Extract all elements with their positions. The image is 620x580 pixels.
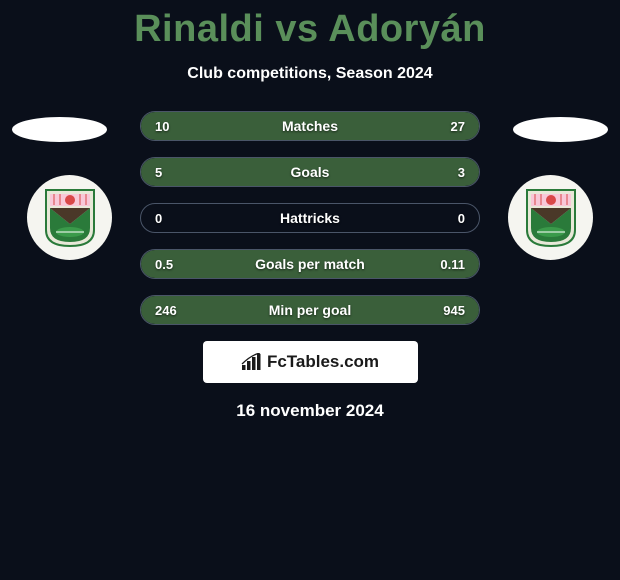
stat-label: Goals per match: [141, 250, 479, 278]
player-right-club-badge: [508, 175, 593, 260]
source-logo-text: FcTables.com: [267, 352, 379, 372]
stat-label: Min per goal: [141, 296, 479, 324]
club-shield-icon: [525, 188, 577, 248]
club-shield-icon: [44, 188, 96, 248]
comparison-subtitle: Club competitions, Season 2024: [0, 65, 620, 83]
stat-label: Goals: [141, 158, 479, 186]
stat-row: 00Hattricks: [140, 203, 480, 233]
player-right-flag: [513, 117, 608, 142]
stat-row: 0.50.11Goals per match: [140, 249, 480, 279]
comparison-date: 16 november 2024: [0, 401, 620, 421]
stat-row: 53Goals: [140, 157, 480, 187]
stat-label: Hattricks: [141, 204, 479, 232]
stat-row: 246945Min per goal: [140, 295, 480, 325]
source-logo: FcTables.com: [203, 341, 418, 383]
player-left-flag: [12, 117, 107, 142]
comparison-body: 1027Matches 53Goals 00Hattricks 0.50.11Goal…: [0, 111, 620, 331]
stat-row: 1027Matches: [140, 111, 480, 141]
stat-label: Matches: [141, 112, 479, 140]
comparison-title: Rinaldi vs Adoryán: [0, 0, 620, 51]
stats-list: 1027Matches 53Goals 00Hattricks 0.50.11Goal…: [140, 111, 480, 341]
player-left-club-badge: [27, 175, 112, 260]
bar-chart-icon: [241, 353, 261, 371]
